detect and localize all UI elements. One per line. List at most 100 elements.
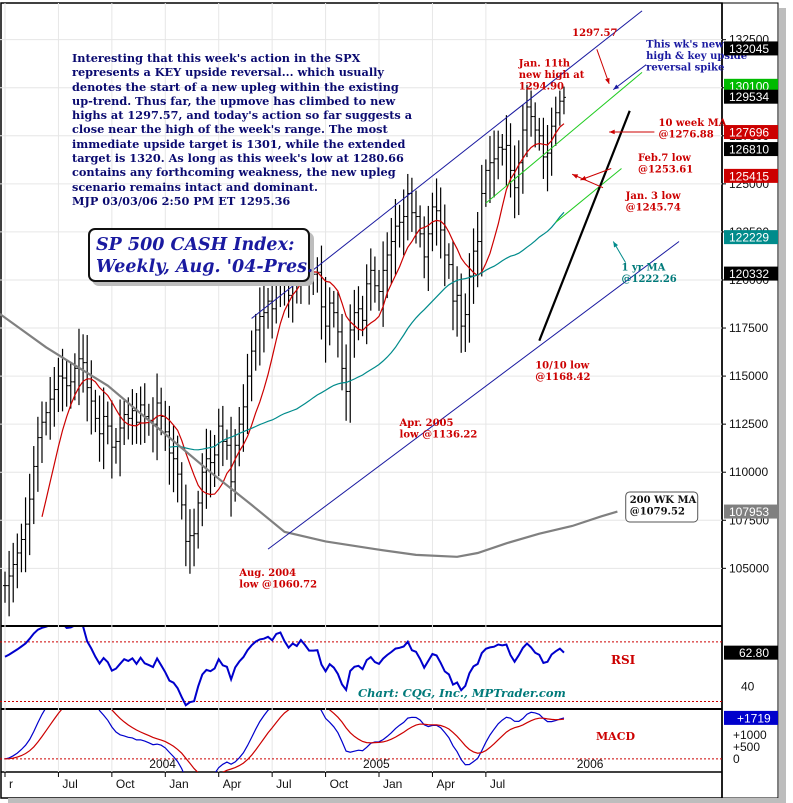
- annotation-line-2-2: reversal spike: [646, 62, 724, 73]
- year-label-2: 2006: [577, 757, 604, 771]
- macd-signal-line: [4, 710, 565, 772]
- price-badge-bg-8: [724, 504, 778, 519]
- chart-credit: Chart: CQG, Inc., MPTrader.com: [358, 686, 566, 700]
- macd-line: [4, 710, 565, 772]
- arrow-new-high-head: [605, 77, 610, 84]
- year-label-1: 2005: [363, 757, 390, 771]
- price-axis: 1050001075001100001125001150001175001200…: [722, 33, 778, 766]
- rsi-badge: 62.80: [739, 646, 769, 660]
- annotation-0: 1297.57: [572, 28, 617, 39]
- time-tick-label-3: Jan: [169, 777, 188, 791]
- price-badge-3: 127696: [729, 126, 769, 140]
- annotation-line-7-1: @1168.42: [535, 372, 590, 383]
- uptrend-line: [538, 110, 631, 342]
- arrow-key-reversal: [612, 64, 647, 91]
- arrow-jan3-low-head: [572, 174, 579, 179]
- arrow-jan3-low: [571, 173, 604, 189]
- price-tick-label-5: 117500: [729, 321, 768, 335]
- year-label-0: 2004: [149, 757, 176, 771]
- green-channel-upper-line: [485, 71, 643, 204]
- price-badge-0: 132045: [729, 42, 769, 56]
- channel-upper-line: [251, 10, 643, 319]
- annotation-line-3-0: 10 week MA: [658, 118, 726, 129]
- price-badge-bg-3: [724, 125, 778, 140]
- price-badge-2: 129534: [729, 90, 769, 104]
- green-channel-lower-line: [555, 168, 622, 223]
- macd-tick-1: +500: [733, 740, 760, 754]
- macd-panel-plot: [0, 710, 722, 772]
- price-badge-bg-1: [724, 78, 778, 93]
- time-tick-label-6: Oct: [330, 777, 349, 791]
- bottom-shadow: [8, 798, 786, 803]
- annotation-box-10: [625, 491, 699, 523]
- annotation-line-1-2: 1294.90: [519, 82, 564, 93]
- arrow-1yr-ma-head: [613, 241, 619, 248]
- price-badge-bg-6: [724, 230, 778, 245]
- price-badge-bg-0: [724, 41, 778, 56]
- annotation-5: Jan. 3 low@1245.74: [625, 191, 681, 214]
- channel-lower-line: [267, 241, 680, 550]
- annotation-line-2-0: This wk's new: [646, 39, 724, 50]
- price-tick-label-0: 105000: [729, 561, 769, 575]
- price-tick-label-3: 112500: [729, 417, 768, 431]
- price-badge-7: 120332: [729, 267, 769, 281]
- price-badge-4: 126810: [729, 143, 769, 157]
- price-badge-bg-7: [724, 266, 778, 281]
- price-badge-6: 122229: [729, 231, 769, 245]
- commentary-signature: MJP 03/03/06 2:50 PM ET 1295.36: [72, 193, 291, 208]
- arrow-new-high: [596, 49, 610, 85]
- price-badge-bg-4: [724, 142, 778, 157]
- price-badge-8: 107953: [729, 505, 769, 519]
- annotation-line-3-1: @1276.88: [658, 130, 713, 141]
- price-badge-bg-2: [724, 89, 778, 104]
- price-badge-bg-5: [724, 168, 778, 183]
- annotation-line-8-1: low @1136.22: [400, 430, 478, 441]
- annotation-10: 200 WK MA@1079.52: [625, 491, 699, 523]
- time-axis: r Jul Oct Jan Apr Jul Oct Jan Apr Jul 2004 2005 2006: [4, 757, 604, 791]
- ma200-line: [0, 312, 618, 558]
- annotation-line-0-0: 1297.57: [572, 28, 617, 39]
- annotation-line-10-1: @1079.52: [630, 506, 685, 517]
- rsi-label: RSI: [611, 653, 636, 667]
- annotation-line-9-0: Aug. 2004: [238, 568, 296, 579]
- annotation-line-1-1: new high at: [519, 70, 585, 81]
- annotation-line-5-0: Jan. 3 low: [625, 191, 681, 202]
- time-tick-label-7: Jan: [383, 777, 402, 791]
- annotation-3: 10 week MA@1276.88: [658, 118, 726, 141]
- time-tick-label-8: Apr: [436, 777, 455, 791]
- annotation-line-2-1: high & key upside: [646, 51, 747, 62]
- annotation-line-8-0: Apr. 2005: [399, 418, 454, 429]
- arrow-10wk-ma-head: [609, 129, 615, 135]
- axis-shadow: [779, 8, 786, 802]
- annotation-6: 1 yr MA@1222.26: [622, 262, 677, 285]
- annotation-line-9-1: low @1060.72: [239, 580, 317, 591]
- chart-title-line-1: SP 500 CASH Index:: [96, 235, 295, 255]
- arrow-key-reversal-head: [613, 84, 620, 90]
- annotation-line-10-0: 200 WK MA: [630, 495, 697, 506]
- annotation-line-5-1: @1245.74: [626, 203, 681, 214]
- macd-label: MACD: [596, 730, 635, 743]
- annotation-line-7-0: 10/10 low: [535, 360, 589, 371]
- ma52-line: [169, 211, 565, 451]
- price-tick-label-2: 110000: [729, 465, 768, 479]
- macd-tick-0: +1000: [733, 728, 767, 742]
- time-tick-label-1: Jul: [62, 777, 77, 791]
- macd-badge-bg: [724, 710, 778, 725]
- annotation-line-6-1: @1222.26: [622, 274, 677, 285]
- chart-title-line-2: Weekly, Aug. '04-Pres.: [96, 257, 314, 277]
- time-tick-label-4: Apr: [223, 777, 242, 791]
- commentary-text: Interesting that this week's action in t…: [72, 51, 422, 208]
- rsi-panel-plot: [0, 627, 722, 707]
- main-panel-plot: [0, 10, 680, 617]
- annotation-line-4-0: Feb.7 low: [638, 153, 691, 164]
- commentary-body: Interesting that this week's action in t…: [72, 51, 413, 194]
- chart-title-box: SP 500 CASH Index: Weekly, Aug. '04-Pres…: [88, 228, 314, 282]
- rsi-badge-bg: [724, 645, 778, 660]
- time-tick-label-2: Oct: [116, 777, 135, 791]
- annotation-line-1-0: Jan. 11th: [518, 59, 571, 70]
